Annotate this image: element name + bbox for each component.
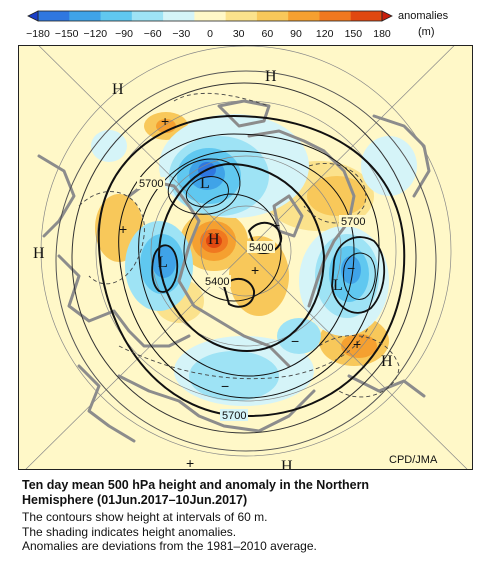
colorbar-tick-label: 120: [316, 28, 334, 40]
low-label-2: L: [158, 254, 168, 271]
colorbar-cell: [319, 11, 352, 21]
anomaly-colorbar: −180 −150 −120 −90 −60 −30 0 30 60 90 120 150 180 an…: [26, 10, 449, 40]
colorbar-cell: [38, 11, 70, 21]
caption-line1: The contours show height at intervals of…: [22, 510, 268, 524]
credit-label: CPD/JMA: [389, 454, 438, 466]
svg-text:−: −: [347, 260, 355, 276]
caption-line3: Anomalies are deviations from the 1981–2…: [22, 539, 317, 553]
colorbar-tick-label: −90: [115, 28, 133, 40]
colorbar-tick-label: 60: [261, 28, 273, 40]
caption-description: The contours show height at intervals of…: [22, 510, 472, 554]
svg-text:+: +: [119, 221, 127, 237]
svg-text:+: +: [186, 455, 194, 470]
colorbar-tick-labels: −180 −150 −120 −90 −60 −30 0 30 60 90 120 150 180: [26, 28, 391, 40]
colorbar-cell: [100, 11, 133, 21]
caption-title: Ten day mean 500 hPa height and anomaly …: [22, 478, 472, 508]
colorbar-tick-label: 150: [345, 28, 363, 40]
low-label-3: L: [333, 277, 343, 294]
hemisphere-map: H H H H H H L L L + + + + + − − − − 5700: [18, 45, 473, 470]
high-label-s: H: [281, 458, 293, 470]
anomaly-dashed-lines: [78, 92, 400, 398]
anomaly-center-markers: + + + + + − − − −: [119, 113, 361, 470]
caption-title-line1: Ten day mean 500 hPa height and anomaly …: [22, 478, 370, 492]
svg-text:+: +: [161, 113, 169, 129]
colorbar-tick-label: −150: [55, 28, 79, 40]
colorbar-right-arrow: [381, 10, 393, 22]
height-contours: [55, 70, 437, 452]
low-label-1: L: [200, 175, 210, 192]
colorbar-cell: [131, 11, 164, 21]
contour-label-5700-e: 5700: [341, 216, 365, 228]
colorbar-cell: [225, 11, 258, 21]
high-label-n: H: [265, 68, 277, 85]
high-label-e: H: [381, 353, 393, 370]
colorbar-left-arrow: [27, 10, 39, 22]
anomaly-shading: [91, 112, 417, 406]
colorbar-tick-label: −60: [144, 28, 162, 40]
colorbar-tick-label: −30: [172, 28, 190, 40]
colorbar-tick-label: 0: [207, 28, 213, 40]
colorbar-cell: [163, 11, 195, 21]
svg-text:−: −: [272, 217, 280, 233]
svg-text:+: +: [353, 336, 361, 352]
colorbar-tick-label: 30: [233, 28, 245, 40]
colorbar-cell: [256, 11, 289, 21]
high-label-nw: H: [112, 81, 124, 98]
contour-label-5400-b: 5400: [205, 276, 229, 288]
colorbar-unit: (m): [418, 26, 435, 38]
svg-text:−: −: [221, 378, 229, 394]
colorbar-cells: [37, 10, 383, 22]
high-label-w: H: [33, 245, 45, 262]
colorbar-tick-label: 180: [373, 28, 391, 40]
colorbar-tick-label: 90: [290, 28, 302, 40]
contour-label-5400-a: 5400: [249, 242, 273, 254]
caption-line2: The shading indicates height anomalies.: [22, 524, 237, 539]
colorbar-cell: [350, 11, 383, 21]
colorbar-cell: [194, 11, 227, 21]
svg-text:+: +: [251, 262, 259, 278]
colorbar-label: anomalies: [398, 10, 449, 22]
contour-label-5700-nw: 5700: [139, 178, 163, 190]
colorbar-cell: [69, 11, 102, 21]
colorbar-cell: [288, 11, 320, 21]
contour-label-5700-s: 5700: [222, 410, 246, 422]
high-label-center: H: [208, 231, 220, 248]
svg-text:−: −: [291, 333, 299, 349]
lat-lon-grid: [25, 46, 468, 469]
caption-title-line2: Hemisphere (01Jun.2017–10Jun.2017): [22, 493, 248, 507]
colorbar-tick-label: −120: [84, 28, 108, 40]
colorbar-tick-label: −180: [26, 28, 50, 40]
